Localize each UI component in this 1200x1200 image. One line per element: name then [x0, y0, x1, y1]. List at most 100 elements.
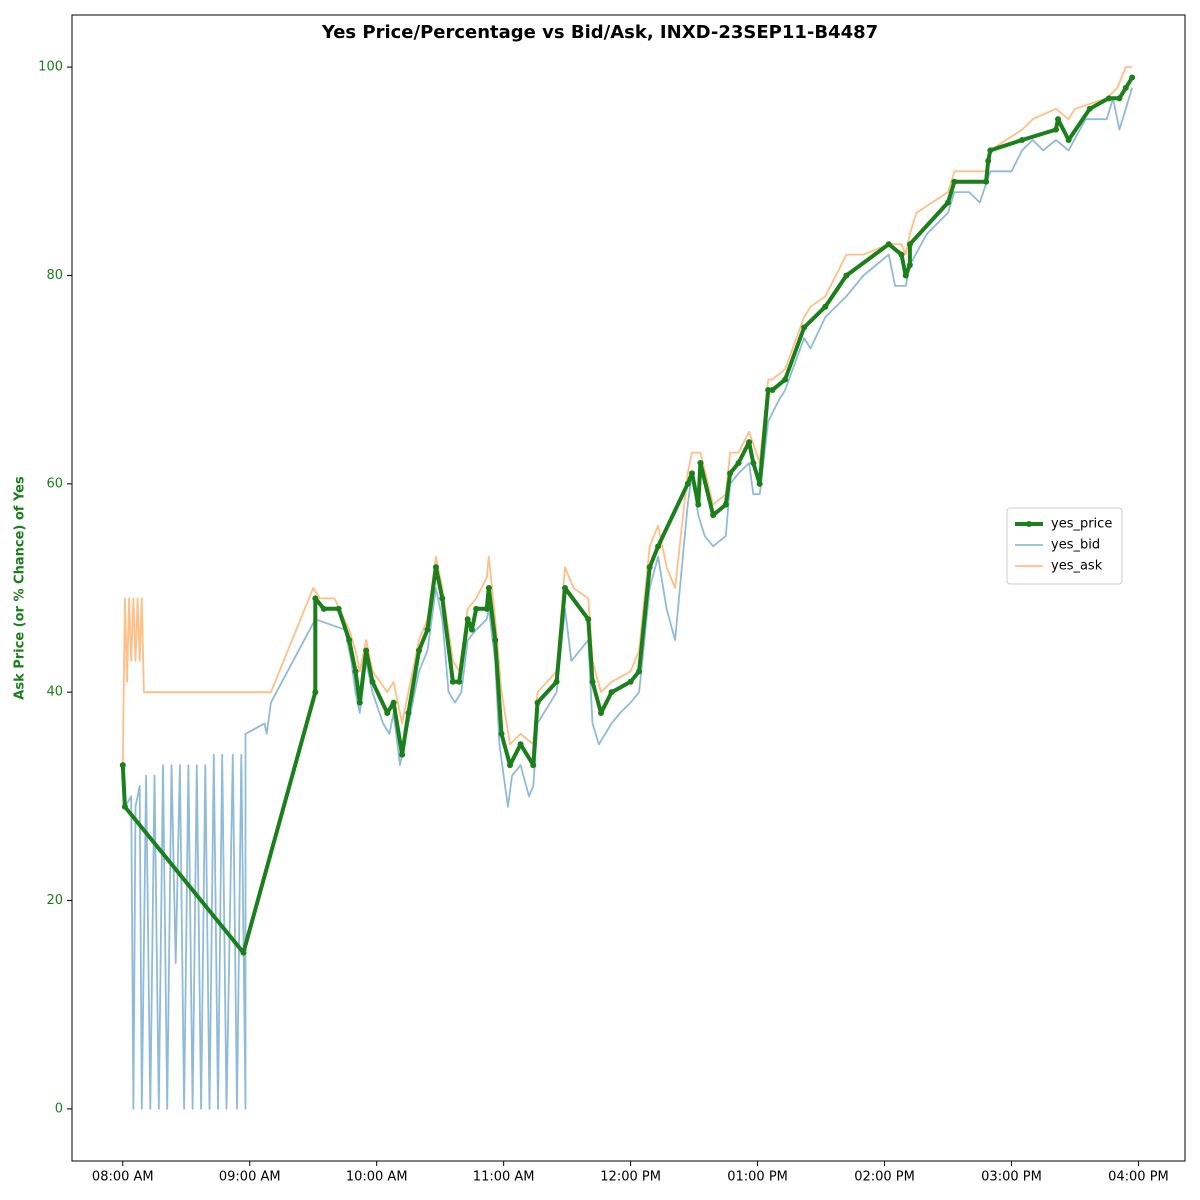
point	[390, 699, 397, 706]
y-tick-label: 20	[46, 893, 63, 908]
point	[951, 178, 958, 185]
point	[405, 710, 412, 717]
point	[902, 272, 909, 279]
legend-label: yes_ask	[1051, 559, 1103, 574]
point	[456, 678, 463, 685]
point	[424, 626, 431, 633]
point	[485, 585, 492, 591]
point	[906, 262, 913, 269]
point	[750, 459, 757, 466]
legend-marker	[1026, 521, 1032, 527]
x-tick-label: 10:00 AM	[346, 1170, 408, 1185]
point	[399, 751, 406, 758]
point	[335, 605, 342, 612]
x-tick-label: 04:00 PM	[1108, 1170, 1169, 1185]
y-tick-label: 0	[55, 1101, 63, 1116]
point	[722, 501, 729, 508]
point	[312, 689, 319, 696]
point	[1105, 95, 1112, 102]
point	[1129, 74, 1136, 81]
point	[782, 376, 789, 383]
point	[945, 199, 952, 206]
point	[312, 595, 319, 602]
y-tick-label: 60	[46, 476, 63, 491]
point	[356, 699, 363, 706]
x-tick-label: 09:00 AM	[219, 1170, 281, 1185]
point	[517, 741, 524, 748]
point	[688, 470, 695, 477]
point	[822, 303, 829, 310]
point	[1055, 116, 1062, 123]
point	[384, 710, 391, 717]
x-tick-label: 12:00 PM	[600, 1170, 661, 1185]
point	[363, 647, 370, 654]
point	[562, 585, 569, 591]
point	[492, 637, 499, 644]
point	[843, 272, 850, 279]
point	[769, 387, 776, 394]
y-axis-label: Ask Price (or % Chance) of Yes	[13, 476, 28, 700]
point	[906, 241, 913, 248]
point	[432, 564, 439, 571]
point	[473, 605, 480, 612]
point	[1065, 137, 1072, 144]
point	[1122, 84, 1129, 91]
point	[439, 595, 446, 602]
plot-frame	[71, 14, 1186, 1162]
point	[464, 616, 471, 623]
point	[627, 678, 634, 685]
point	[608, 689, 615, 696]
point	[119, 762, 126, 769]
point	[1019, 137, 1026, 144]
point	[507, 762, 514, 769]
point	[1116, 95, 1123, 102]
point	[468, 626, 475, 633]
point	[416, 647, 423, 654]
point	[746, 439, 753, 446]
x-tick-label: 01:00 PM	[727, 1170, 788, 1185]
point	[983, 178, 990, 185]
point	[1052, 126, 1059, 133]
point	[585, 616, 592, 623]
series-line	[124, 87, 1133, 1110]
point	[987, 147, 994, 154]
point	[636, 668, 643, 675]
point	[369, 678, 376, 685]
y-tick-label: 100	[38, 60, 63, 75]
point	[684, 480, 691, 487]
point	[801, 324, 808, 331]
legend-label: yes_bid	[1051, 538, 1100, 553]
point	[346, 637, 353, 644]
x-tick-label: 08:00 AM	[92, 1170, 154, 1185]
point	[483, 605, 490, 612]
x-tick-label: 11:00 AM	[473, 1170, 535, 1185]
point	[655, 543, 662, 550]
point	[756, 480, 763, 487]
legend-label: yes_price	[1051, 517, 1112, 532]
point	[449, 678, 456, 685]
point	[589, 678, 596, 685]
point	[240, 949, 247, 956]
point	[765, 387, 772, 394]
point	[646, 564, 653, 571]
chart-title: Yes Price/Percentage vs Bid/Ask, INXD-23…	[321, 22, 878, 43]
x-tick-label: 03:00 PM	[981, 1170, 1042, 1185]
legend-box	[1006, 507, 1123, 585]
point	[727, 470, 734, 477]
point	[735, 459, 742, 466]
point	[320, 605, 327, 612]
point	[697, 459, 704, 466]
point	[985, 157, 992, 164]
point	[121, 803, 128, 810]
point	[695, 501, 702, 508]
y-tick-label: 80	[46, 268, 63, 283]
point	[898, 251, 905, 258]
x-tick-label: 02:00 PM	[854, 1170, 915, 1185]
point	[553, 678, 560, 685]
point	[498, 730, 505, 737]
point	[710, 512, 717, 519]
point	[530, 762, 537, 769]
point	[885, 241, 892, 248]
